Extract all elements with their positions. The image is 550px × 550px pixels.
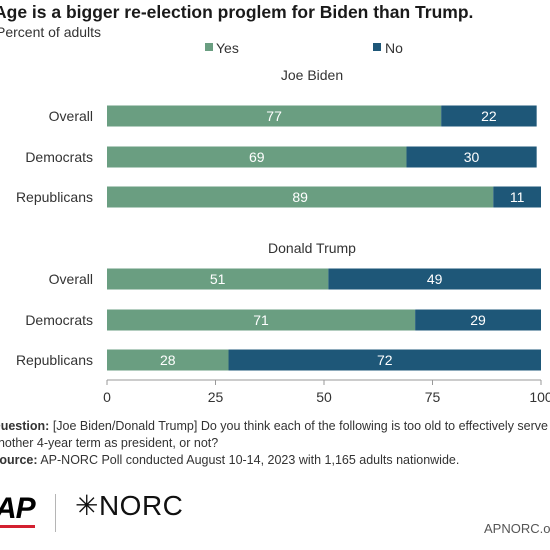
bar-yes	[107, 146, 407, 168]
bar-no	[228, 349, 541, 371]
site-url[interactable]: APNORC.org	[484, 521, 550, 536]
bar-value-label: 72	[377, 352, 393, 368]
question-text: [Joe Biden/Donald Trump] Do you think ea…	[0, 419, 549, 450]
norc-logo: ✳NORC	[75, 490, 184, 521]
bar-no	[441, 105, 537, 127]
x-tick-label: 100	[529, 389, 550, 405]
bar-value-label: 51	[210, 271, 226, 287]
category-label: Overall	[49, 108, 93, 124]
question-label: Question:	[0, 419, 50, 433]
chart-subtitle: Percent of adults	[0, 24, 102, 40]
bar-yes	[107, 349, 229, 371]
x-tick-label: 0	[103, 389, 111, 405]
source-label: Source:	[0, 453, 38, 467]
chart-title: Age is a bigger re-election proglem for …	[0, 2, 474, 22]
bar-yes	[107, 268, 329, 290]
bar-value-label: 69	[249, 149, 265, 165]
group-title: Joe Biden	[281, 67, 343, 83]
logo-divider	[55, 494, 56, 532]
legend-label-yes: Yes	[216, 40, 239, 56]
bar-no	[406, 146, 537, 168]
category-label: Democrats	[25, 149, 93, 165]
legend-swatch-yes	[205, 43, 213, 51]
x-tick-label: 25	[208, 389, 224, 405]
bar-value-label: 28	[160, 352, 176, 368]
source-text: AP-NORC Poll conducted August 10-14, 202…	[37, 453, 460, 467]
category-label: Overall	[49, 271, 93, 287]
bar-value-label: 49	[427, 271, 443, 287]
bar-value-label: 71	[253, 312, 269, 328]
bar-yes	[107, 186, 494, 208]
bar-value-label: 77	[266, 108, 282, 124]
bar-value-label: 89	[292, 189, 308, 205]
x-tick-label: 50	[316, 389, 332, 405]
category-label: Republicans	[16, 189, 93, 205]
bar-value-label: 29	[470, 312, 486, 328]
legend-label-no: No	[385, 40, 403, 56]
bar-no	[493, 186, 541, 208]
legend-swatch-no	[373, 43, 381, 51]
bar-no	[328, 268, 541, 290]
bar-value-label: 11	[510, 189, 525, 205]
ap-logo: AP	[0, 492, 36, 528]
source-note: Source: AP-NORC Poll conducted August 10…	[0, 453, 459, 467]
category-label: Democrats	[25, 312, 93, 328]
x-tick-label: 75	[425, 389, 441, 405]
bar-yes	[107, 309, 416, 331]
bar-value-label: 22	[481, 108, 497, 124]
question-note: Question: [Joe Biden/Donald Trump] Do yo…	[0, 418, 550, 452]
bar-yes	[107, 105, 442, 127]
bar-no	[415, 309, 541, 331]
category-label: Republicans	[16, 352, 93, 368]
bar-value-label: 30	[464, 149, 480, 165]
group-title: Donald Trump	[268, 240, 356, 256]
